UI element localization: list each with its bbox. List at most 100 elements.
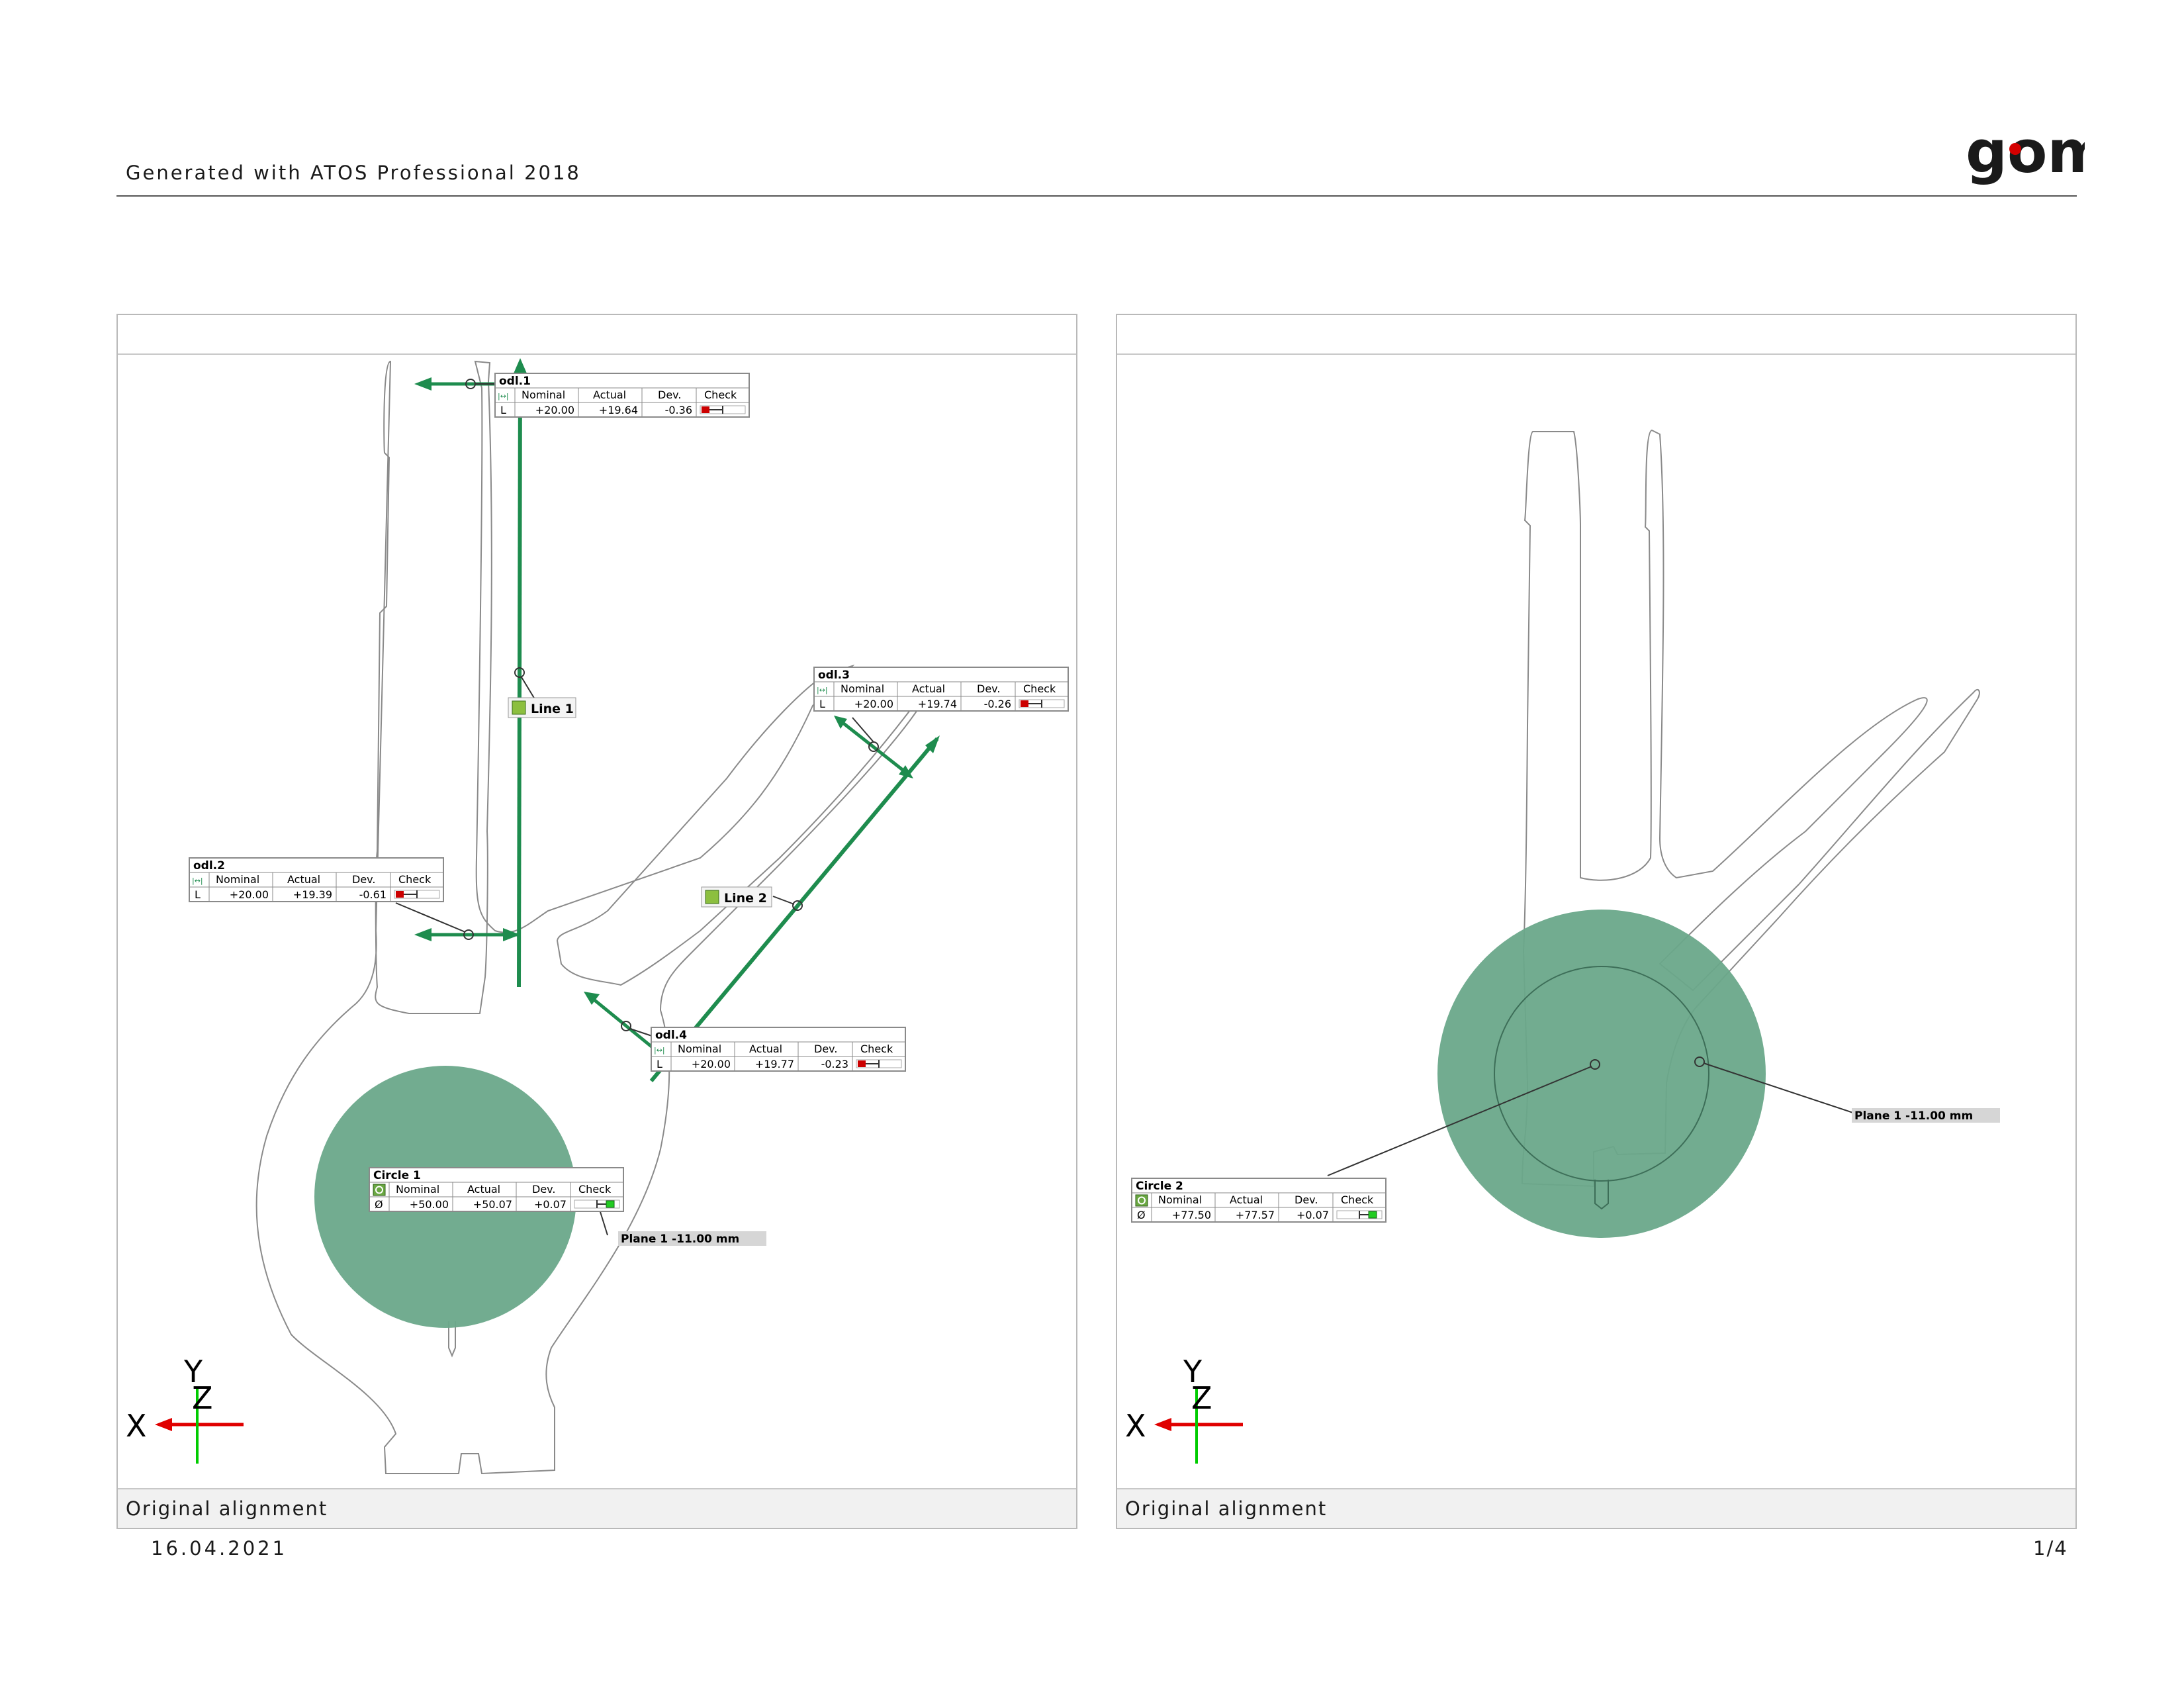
line-icon [512, 700, 526, 715]
inner-circle-outline [1494, 966, 1709, 1182]
dev-value: +0.07 [1297, 1209, 1329, 1221]
odl-4-leader [629, 1028, 655, 1037]
nominal-value: +20.00 [854, 698, 893, 710]
circle-2-leader [1327, 1066, 1592, 1176]
panel-title-bar [1117, 315, 2075, 355]
part-outline [255, 360, 931, 1475]
table-title: Circle 1 [373, 1169, 421, 1182]
col-check: Check [860, 1043, 893, 1055]
panel-title-bar [118, 315, 1076, 355]
nominal-value: +20.00 [692, 1058, 731, 1070]
check-fail-marker [396, 891, 404, 898]
line-2-label: Line 2 [724, 891, 767, 906]
logo-text: gom [1966, 119, 2085, 186]
row-symbol: L [500, 404, 506, 416]
odl-4-arrow-head [584, 992, 600, 1005]
actual-value: +19.74 [918, 698, 957, 710]
col-actual: Actual [593, 389, 626, 401]
table-title: Circle 2 [1136, 1180, 1183, 1193]
line-2-leader [772, 896, 795, 905]
circle-2-table: Circle 2 Nominal Actual Dev. Check Ø +77… [1131, 1178, 1387, 1223]
dev-value: +0.07 [534, 1198, 567, 1211]
dev-value: -0.23 [821, 1058, 848, 1070]
distance-icon: |↔| [654, 1046, 665, 1055]
notch-outline [1594, 1180, 1609, 1210]
panel-footer: Original alignment [1117, 1488, 2075, 1528]
col-nominal: Nominal [841, 682, 884, 695]
alignment-label: Original alignment [126, 1497, 328, 1520]
check-fail-marker [702, 406, 709, 413]
col-dev: Dev. [658, 389, 681, 401]
odl-3-arrow-head-a [834, 716, 847, 729]
col-nominal: Nominal [1158, 1194, 1202, 1206]
axis-y-label: Y [1183, 1354, 1203, 1389]
col-dev: Dev. [352, 873, 375, 886]
col-check: Check [398, 873, 432, 886]
actual-value: +50.07 [473, 1198, 512, 1211]
odl-3-leader [852, 717, 874, 743]
dev-value: -0.61 [359, 888, 387, 901]
table-title: odl.3 [818, 669, 850, 682]
odl-4-table: odl.4 |↔| Nominal Actual Dev. Check L +2… [651, 1027, 906, 1072]
axis-x-label: X [126, 1408, 147, 1444]
line-1-point [514, 667, 525, 678]
nominal-value: +77.50 [1172, 1209, 1211, 1221]
check-pass-marker [606, 1200, 615, 1208]
col-dev: Dev. [977, 682, 1000, 695]
header-rule [116, 195, 2077, 197]
plane-label-box [618, 1231, 766, 1246]
col-check: Check [704, 389, 737, 401]
nominal-value: +20.00 [230, 888, 269, 901]
table-title: odl.1 [499, 375, 531, 388]
plane-label: Plane 1 -11.00 mm [621, 1233, 739, 1246]
fitted-circle-2 [1437, 910, 1766, 1238]
plane-leader [1703, 1062, 1856, 1114]
axis-triad: X Y Z [126, 1354, 244, 1464]
check-fail-marker [858, 1060, 866, 1067]
nominal-value: +50.00 [410, 1198, 449, 1211]
view-panel-right: Plane 1 -11.00 mm Circle 2 Nominal Actua… [1116, 314, 2077, 1529]
col-nominal: Nominal [678, 1043, 721, 1055]
odl-2-arrow-head-right [503, 928, 520, 941]
odl-2-leader [395, 902, 466, 933]
col-dev: Dev. [814, 1043, 837, 1055]
odl-2-table: odl.2 |↔| Nominal Actual Dev. Check L +2… [189, 857, 444, 902]
generated-with-label: Generated with ATOS Professional 2018 [126, 162, 581, 184]
row-symbol: Ø [375, 1198, 383, 1211]
col-actual: Actual [287, 873, 320, 886]
inspection-view-left[interactable]: Line 1 Line 2 Plane 1 -11.00 mm [118, 355, 1076, 1491]
odl-3-arrow-head-b [899, 765, 913, 778]
report-date: 16.04.2021 [151, 1537, 288, 1560]
col-nominal: Nominal [396, 1183, 439, 1196]
circle-2-edge-point [1694, 1056, 1705, 1067]
dev-value: -0.26 [984, 698, 1011, 710]
row-symbol: L [195, 888, 201, 901]
line-2-point [792, 900, 803, 911]
view-panel-left: Line 1 Line 2 Plane 1 -11.00 mm [116, 314, 1077, 1529]
row-symbol: L [819, 698, 825, 710]
table-title: odl.2 [193, 859, 225, 872]
alignment-label: Original alignment [1125, 1497, 1328, 1520]
axis-z-label: Z [1191, 1380, 1212, 1416]
inspection-view-right[interactable]: Plane 1 -11.00 mm Circle 2 Nominal Actua… [1117, 355, 2075, 1491]
col-actual: Actual [467, 1183, 500, 1196]
actual-value: +19.39 [293, 888, 332, 901]
actual-value: +77.57 [1236, 1209, 1275, 1221]
line-1-label: Line 1 [531, 702, 574, 716]
odl-4-arrow [588, 994, 655, 1050]
notch-outline [448, 1321, 456, 1358]
odl-1-arrow-head [414, 377, 432, 391]
axis-x-label: X [1125, 1408, 1146, 1444]
row-symbol: L [657, 1058, 662, 1070]
check-pass-marker [1368, 1211, 1377, 1219]
axis-y-label: Y [183, 1354, 203, 1389]
actual-value: +19.64 [599, 404, 638, 416]
odl-2-arrow-head-left [414, 928, 432, 941]
line-icon [705, 890, 719, 904]
distance-icon: |↔| [498, 392, 509, 400]
col-nominal: Nominal [522, 389, 565, 401]
odl-3-arrow [837, 718, 911, 776]
odl-4-point [621, 1021, 631, 1031]
panel-footer: Original alignment [118, 1488, 1076, 1528]
odl-2-point [463, 929, 474, 940]
